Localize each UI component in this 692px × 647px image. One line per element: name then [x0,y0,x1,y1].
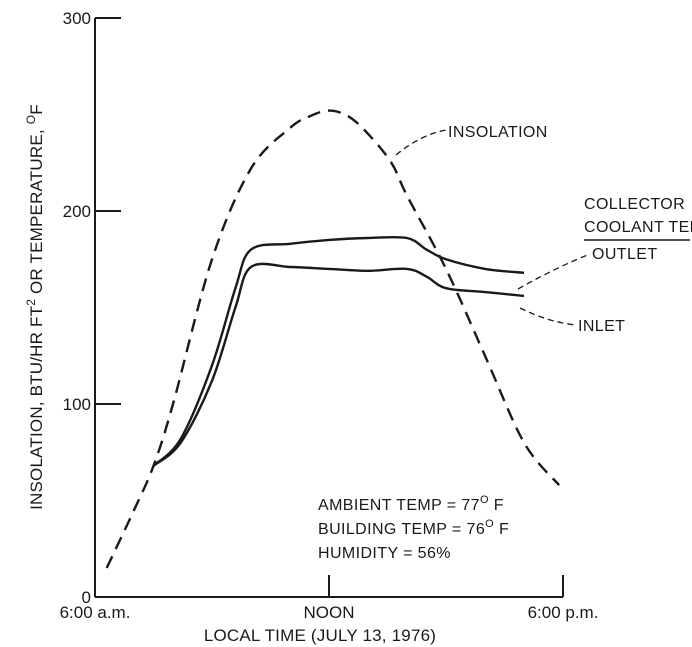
series-inlet-line [152,262,525,467]
x-tick-label: 6:00 a.m. [60,603,131,622]
inlet-leader [519,307,577,326]
ambient-temp-sup: O [480,494,489,506]
legend-header-coolant: COOLANT TEMP [584,219,692,236]
y-axis-title-mid: OR TEMPERATURE, [27,124,46,299]
y-tick-label: 200 [63,202,91,221]
x-tick-label: NOON [304,603,355,622]
outlet-leader [517,253,591,290]
y-axis-title-sup-o: O [24,115,38,125]
insolation-label: INSOLATION [448,124,548,141]
series-insolation-line [105,109,561,569]
ambient-temp-unit: F [489,497,504,514]
insolation-leader [395,129,447,156]
humidity-note: HUMIDITY = 56% [318,545,451,562]
x-ticks: 6:00 a.m. NOON 6:00 p.m. [60,575,599,622]
x-tick-label: 6:00 p.m. [528,603,599,622]
y-tick-label: 0 [82,588,91,607]
x-axis-title: LOCAL TIME (JULY 13, 1976) [204,626,436,645]
series-outlet-line [152,235,525,467]
building-temp-text: BUILDING TEMP = 76 [318,521,485,538]
y-ticks: 0 100 200 300 [63,9,121,607]
y-axis-title-sup-2: 2 [24,299,38,306]
y-axis-title: INSOLATION, BTU/HR FT2 OR TEMPERATURE, O… [24,104,46,510]
y-axis-title-unit: F [27,104,46,115]
y-tick-label: 300 [63,9,91,28]
ambient-temp-text: AMBIENT TEMP = 77 [318,497,480,514]
building-temp-sup: O [485,518,494,530]
legend-header-collector: COLLECTOR [584,196,685,213]
ambient-temp-note: AMBIENT TEMP = 77O F [318,494,504,514]
building-temp-note: BUILDING TEMP = 76O F [318,518,509,538]
inlet-label: INLET [578,318,625,335]
outlet-label: OUTLET [592,246,658,263]
y-axis-title-main: INSOLATION, BTU/HR FT [27,306,46,510]
y-tick-label: 100 [63,395,91,414]
series-layer [105,109,561,569]
building-temp-unit: F [494,521,509,538]
